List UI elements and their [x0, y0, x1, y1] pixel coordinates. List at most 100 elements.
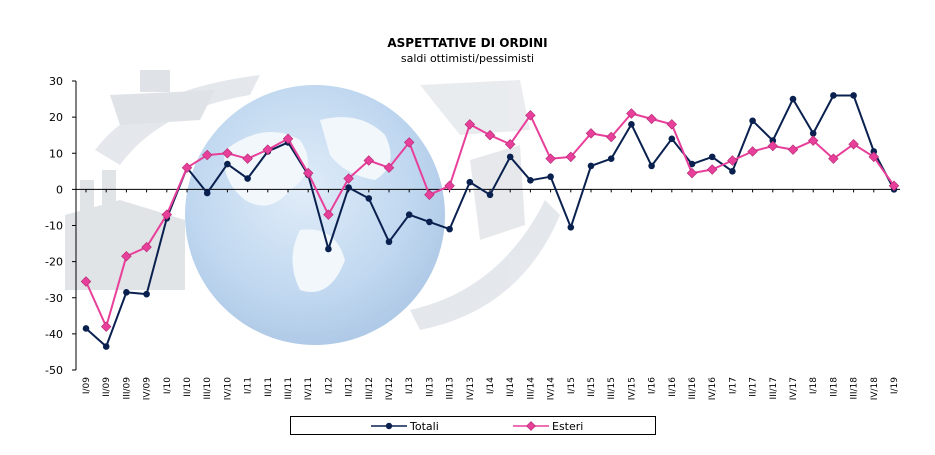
data-point-totali	[325, 245, 332, 253]
data-point-totali	[446, 225, 453, 233]
data-point-esteri	[302, 167, 314, 179]
data-point-totali	[607, 155, 615, 162]
data-point-esteri	[383, 162, 395, 173]
data-point-totali	[426, 218, 433, 226]
y-tick-label: 10	[49, 147, 63, 160]
legend-marker-totali	[371, 422, 407, 430]
data-point-esteri	[181, 162, 193, 173]
y-tick-label: -10	[45, 220, 63, 233]
x-tick-label: IV/12	[385, 377, 395, 400]
data-point-totali	[769, 137, 777, 144]
y-tick-label: 30	[49, 75, 63, 88]
data-point-esteri	[565, 151, 577, 163]
data-point-esteri	[504, 138, 516, 150]
data-point-totali	[749, 117, 756, 125]
data-point-totali	[224, 160, 231, 168]
x-tick-label: III/16	[688, 377, 698, 400]
data-point-totali	[870, 148, 878, 155]
chart-legend: Totali Esteri	[290, 416, 656, 435]
data-point-totali	[244, 175, 251, 182]
x-tick-label: IV/13	[466, 377, 476, 400]
x-tick-label: III/13	[446, 377, 456, 399]
data-point-esteri	[646, 113, 657, 125]
data-point-esteri	[767, 140, 779, 152]
x-tick-label: II/10	[183, 377, 193, 397]
data-point-totali	[547, 173, 554, 181]
chart-title: ASPETTATIVE DI ORDINI	[387, 36, 548, 50]
data-point-esteri	[848, 138, 859, 150]
data-point-esteri	[242, 153, 253, 164]
x-tick-label: I/09	[82, 377, 92, 394]
data-point-esteri	[464, 119, 476, 130]
data-point-esteri	[424, 189, 435, 201]
legend-item-esteri: Esteri	[513, 418, 583, 434]
x-tick-label: IV/18	[870, 377, 880, 401]
x-tick-label: IV/17	[789, 377, 799, 400]
data-point-esteri	[807, 135, 819, 146]
data-point-totali	[567, 224, 575, 231]
data-point-totali	[365, 195, 373, 202]
data-point-esteri	[262, 144, 274, 155]
x-tick-label: III/10	[203, 377, 213, 400]
y-tick-label: -50	[45, 364, 63, 377]
data-point-totali	[830, 92, 837, 99]
x-tick-label: III/11	[284, 377, 294, 399]
data-point-totali	[668, 135, 676, 143]
data-point-esteri	[282, 133, 294, 145]
data-point-esteri	[605, 131, 617, 143]
data-point-totali	[486, 191, 494, 199]
data-point-totali	[82, 325, 90, 332]
data-point-esteri	[100, 321, 112, 332]
x-tick-label: I/13	[405, 377, 415, 394]
data-point-esteri	[121, 250, 132, 262]
x-tick-label: I/10	[163, 377, 173, 394]
x-tick-label: IV/10	[223, 377, 233, 401]
y-tick-label: -40	[45, 328, 63, 341]
data-point-esteri	[666, 119, 678, 130]
data-point-esteri	[403, 137, 415, 148]
data-point-esteri	[626, 108, 637, 119]
data-point-totali	[506, 153, 514, 161]
x-tick-label: II/16	[668, 377, 678, 397]
x-tick-label: III/12	[365, 377, 375, 399]
data-point-esteri	[363, 155, 375, 166]
data-point-totali	[405, 211, 413, 218]
data-point-esteri	[343, 173, 354, 184]
data-point-esteri	[484, 129, 496, 141]
x-tick-label: IV/11	[304, 377, 314, 400]
data-point-totali	[345, 184, 352, 191]
data-point-esteri	[868, 151, 880, 163]
legend-marker-esteri	[513, 421, 549, 431]
data-point-totali	[143, 290, 150, 298]
data-point-esteri	[141, 241, 152, 253]
x-tick-label: II/13	[425, 377, 435, 397]
y-tick-label: -20	[45, 256, 63, 269]
data-point-esteri	[727, 155, 738, 166]
data-point-totali	[708, 153, 716, 161]
data-point-esteri	[323, 209, 334, 220]
y-tick-label: -30	[45, 292, 63, 305]
data-point-esteri	[585, 128, 597, 139]
x-tick-label: IV/14	[547, 377, 557, 401]
data-point-esteri	[201, 149, 213, 161]
x-tick-label: III/09	[122, 377, 132, 400]
data-point-esteri	[545, 153, 556, 164]
data-point-esteri	[80, 276, 92, 287]
data-point-totali	[203, 189, 211, 197]
data-point-esteri	[161, 209, 173, 220]
legend-label-esteri: Esteri	[552, 419, 584, 433]
data-point-esteri	[222, 148, 233, 159]
x-tick-label: III/15	[607, 377, 617, 399]
data-point-esteri	[888, 180, 900, 191]
x-tick-label: II/15	[587, 377, 597, 397]
data-point-totali	[850, 92, 857, 99]
data-point-esteri	[828, 153, 839, 164]
x-tick-label: III/17	[769, 377, 779, 399]
x-tick-label: II/17	[749, 377, 759, 397]
x-tick-label: II/09	[102, 377, 112, 397]
data-point-totali	[527, 177, 534, 184]
data-point-esteri	[444, 180, 455, 191]
data-point-totali	[587, 162, 595, 170]
data-point-totali	[385, 238, 393, 246]
